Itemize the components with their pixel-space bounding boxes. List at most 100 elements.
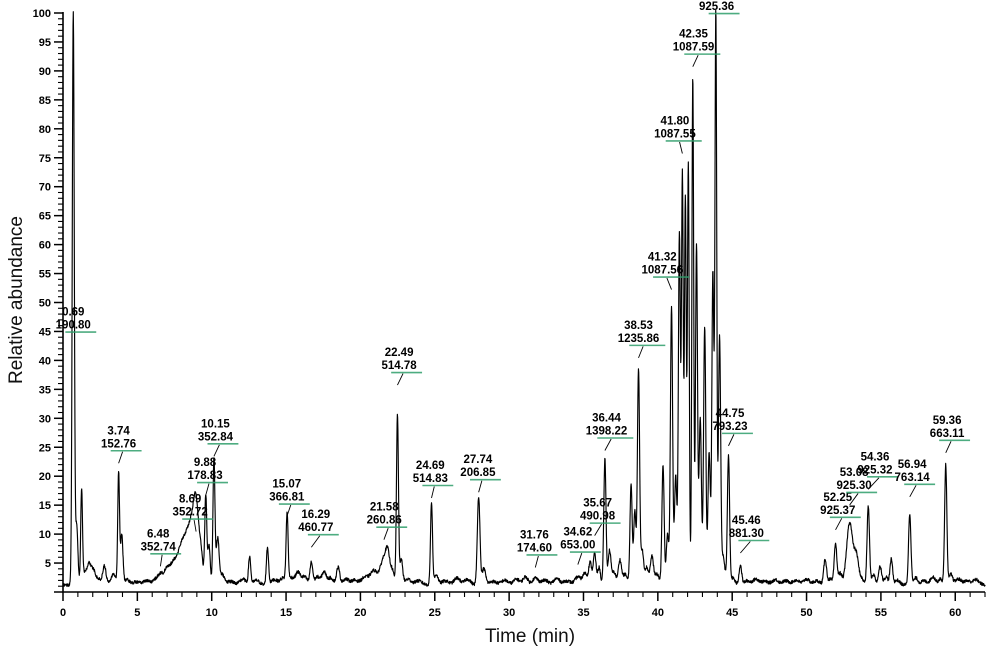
peak-retention-time-label: 41.32 — [648, 252, 677, 264]
x-tick-label: 10 — [206, 607, 218, 619]
peak-leader-line — [383, 528, 389, 540]
peak-leader-line — [205, 483, 210, 496]
y-tick-label: 50 — [39, 298, 51, 310]
axes-group: 5101520253035404550556065707580859095100… — [33, 8, 986, 619]
peak-retention-time-label: 59.36 — [933, 415, 962, 427]
peak-retention-time-label: 42.35 — [679, 29, 708, 41]
peak-leader-line — [909, 485, 917, 498]
peak-leader-line — [577, 552, 583, 565]
peak-retention-time-label: 41.80 — [661, 115, 690, 127]
peak-mz-label: 366.81 — [269, 492, 305, 504]
x-tick-label: 25 — [429, 607, 441, 619]
peak-mz-label: 925.36 — [699, 1, 734, 13]
peak-mz-label: 152.76 — [101, 438, 136, 450]
peak-mz-label: 190.80 — [56, 320, 91, 332]
x-tick-label: 50 — [800, 607, 812, 619]
y-tick-label: 90 — [39, 66, 51, 78]
peak-mz-label: 653.00 — [560, 540, 595, 552]
peak-leader-line — [431, 486, 435, 499]
peak-retention-time-label: 53.08 — [840, 467, 869, 479]
y-tick-label: 40 — [39, 355, 51, 367]
peak-mz-label: 881.30 — [729, 528, 764, 540]
peak-annotations-group: 0.69190.803.74152.766.48352.748.69352.72… — [56, 1, 971, 568]
peak-mz-label: 514.83 — [413, 473, 448, 485]
y-tick-label: 5 — [45, 558, 51, 570]
peak-leader-line — [692, 54, 699, 67]
y-tick-label: 15 — [39, 500, 51, 512]
peak-retention-time-label: 44.75 — [716, 408, 745, 420]
y-tick-label: 95 — [39, 37, 51, 49]
peak-leader-line — [397, 373, 404, 386]
x-tick-label: 15 — [280, 607, 292, 619]
y-tick-label: 65 — [39, 211, 51, 223]
peak-mz-label: 1087.59 — [673, 42, 715, 54]
peak-leader-line — [867, 477, 880, 490]
peak-annotation: 925.36 — [699, 1, 740, 15]
peak-retention-time-label: 36.44 — [592, 413, 621, 425]
peak-leader-line — [728, 434, 735, 447]
peak-retention-time-label: 31.76 — [520, 529, 549, 541]
y-tick-label: 55 — [39, 269, 51, 281]
peak-mz-label: 352.72 — [173, 507, 208, 519]
peak-leader-line — [666, 277, 672, 290]
peak-leader-line — [849, 493, 859, 506]
peak-mz-label: 352.84 — [198, 431, 234, 443]
peak-retention-time-label: 0.69 — [62, 307, 84, 319]
peak-mz-label: 1087.55 — [654, 128, 696, 140]
y-tick-label: 100 — [33, 8, 51, 20]
peak-leader-line — [213, 444, 220, 457]
peak-mz-label: 925.30 — [837, 480, 872, 492]
peak-mz-label: 763.14 — [895, 472, 931, 484]
peak-mz-label: 514.78 — [381, 360, 417, 372]
peak-mz-label: 1398.22 — [586, 426, 628, 438]
peak-leader-line — [679, 141, 683, 154]
peak-mz-label: 260.86 — [367, 515, 402, 527]
peak-retention-time-label: 6.48 — [147, 528, 170, 540]
peak-leader-line — [534, 555, 539, 568]
x-axis-title: Time (min) — [485, 626, 575, 647]
peak-retention-time-label: 8.69 — [179, 494, 201, 506]
y-tick-label: 25 — [39, 442, 51, 454]
y-tick-label: 35 — [39, 384, 51, 396]
peak-retention-time-label: 24.69 — [416, 460, 445, 472]
peak-leader-line — [945, 441, 952, 454]
trace-group — [62, 9, 986, 588]
peak-retention-time-label: 3.74 — [107, 425, 130, 437]
peak-leader-line — [193, 519, 197, 532]
y-tick-label: 60 — [39, 240, 51, 252]
y-tick-label: 30 — [39, 413, 51, 425]
peak-retention-time-label: 27.74 — [464, 454, 493, 466]
x-tick-label: 0 — [60, 607, 66, 619]
peak-retention-time-label: 56.94 — [898, 459, 927, 471]
peak-retention-time-label: 15.07 — [272, 479, 301, 491]
x-tick-label: 30 — [503, 607, 515, 619]
chromatogram-trace — [62, 9, 986, 588]
peak-leader-line — [835, 518, 843, 531]
peak-retention-time-label: 22.49 — [385, 347, 414, 359]
peak-leader-line — [478, 480, 483, 493]
peak-leader-line — [310, 535, 321, 548]
y-tick-label: 20 — [39, 471, 51, 483]
peak-mz-label: 174.60 — [517, 542, 552, 554]
peak-leader-line — [740, 541, 751, 554]
y-tick-label: 45 — [39, 326, 51, 338]
peak-mz-label: 1235.86 — [618, 333, 660, 345]
x-tick-label: 5 — [134, 607, 140, 619]
peak-leader-line — [118, 451, 124, 464]
